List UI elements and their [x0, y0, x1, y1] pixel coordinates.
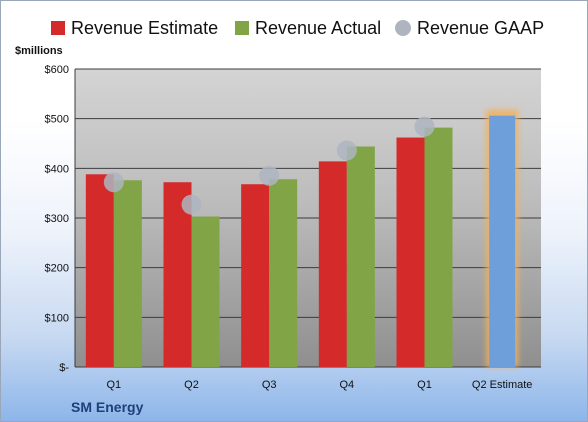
- y-tick-label: $400: [45, 163, 69, 175]
- bar-revenue-actual: [191, 216, 220, 367]
- y-tick-label: $-: [59, 362, 69, 374]
- legend-label-revenue-estimate: Revenue Estimate: [71, 17, 219, 38]
- bar-revenue-actual: [346, 146, 375, 367]
- x-tick-label: Q3: [262, 379, 277, 391]
- bar-revenue-estimate: [396, 137, 425, 367]
- legend-item-revenue-estimate: Revenue Estimate: [51, 15, 218, 41]
- x-tick-label: Q1: [106, 379, 121, 391]
- y-tick-label: $100: [45, 312, 69, 324]
- x-tick-label: Q2: [184, 379, 199, 391]
- marker-revenue-gaap: [259, 165, 280, 186]
- x-tick-label: Q2 Estimate: [472, 379, 533, 391]
- y-tick-label: $600: [45, 64, 69, 76]
- legend-swatch-revenue-actual: [235, 21, 249, 35]
- marker-revenue-gaap: [414, 116, 435, 137]
- bar-revenue-actual: [113, 180, 142, 367]
- y-axis-unit-label: $millions: [15, 45, 63, 57]
- y-tick-label: $300: [45, 213, 69, 225]
- bar-revenue-actual: [269, 179, 298, 367]
- marker-revenue-gaap: [336, 140, 357, 161]
- bar-revenue-estimate: [318, 161, 347, 367]
- legend-swatch-revenue-estimate: [51, 21, 65, 35]
- marker-revenue-gaap: [103, 172, 124, 193]
- y-tick-label: $500: [45, 114, 69, 126]
- legend-label-revenue-gaap: Revenue GAAP: [417, 17, 545, 38]
- marker-revenue-gaap: [181, 194, 202, 215]
- x-tick-label: Q1: [417, 379, 432, 391]
- bar-revenue-actual: [424, 127, 453, 368]
- bar-q2-estimate: [489, 115, 516, 367]
- legend-label-revenue-actual: Revenue Actual: [255, 17, 382, 38]
- legend-swatch-revenue-gaap: [395, 20, 411, 36]
- bar-revenue-estimate: [241, 184, 270, 367]
- company-name: SM Energy: [71, 399, 144, 415]
- legend-item-revenue-gaap: Revenue GAAP: [395, 15, 544, 41]
- y-tick-label: $200: [45, 263, 69, 275]
- x-tick-label: Q4: [339, 379, 354, 391]
- legend-item-revenue-actual: Revenue Actual: [235, 15, 381, 41]
- bar-revenue-estimate: [85, 174, 114, 367]
